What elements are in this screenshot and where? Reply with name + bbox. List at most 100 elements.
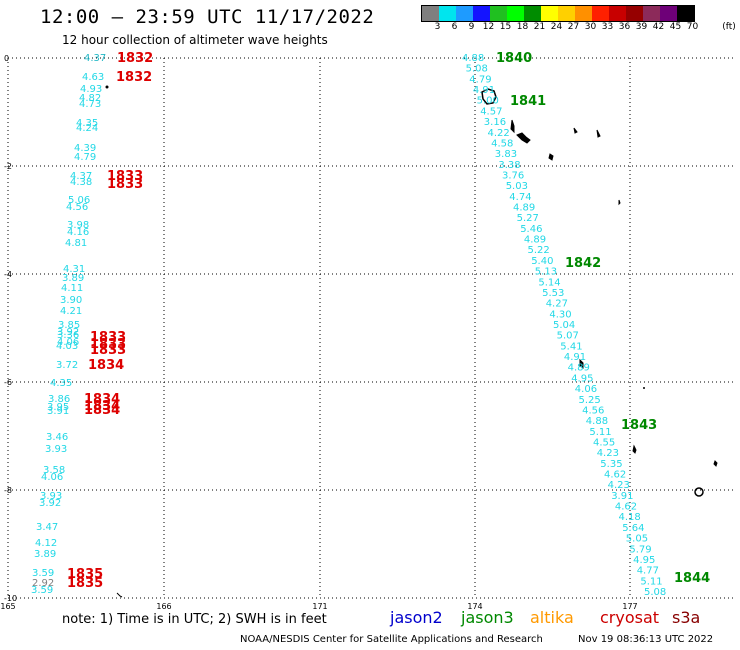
pass-time-label: 1841 <box>510 94 546 109</box>
color-swatch <box>592 6 609 21</box>
wave-height-value: 5.06 <box>68 195 90 206</box>
wave-height-value: 4.23 <box>608 480 630 491</box>
satellite-s3a: s3a <box>672 608 701 627</box>
satellite-jason3: jason3 <box>461 608 514 627</box>
pass-time-label: 1833 <box>107 169 143 184</box>
wave-height-value: 4.55 <box>593 438 615 449</box>
satellite-cryosat: cryosat <box>600 608 660 627</box>
wave-height-value: 4.56 <box>582 405 604 416</box>
y-tick-label: -4 <box>4 270 12 279</box>
y-tick-label: -2 <box>4 162 12 171</box>
pass-time-label: 1834 <box>88 358 124 373</box>
wave-height-value: 4.11 <box>61 283 83 294</box>
page-title: 12:00 – 23:59 UTC 11/17/2022 <box>40 6 375 28</box>
track-west: 4.374.634.934.824.734.354.244.394.794.37… <box>31 51 153 596</box>
page-subtitle: 12 hour collection of altimeter wave hei… <box>62 33 328 47</box>
generated-time: Nov 19 08:36:13 UTC 2022 <box>578 634 714 645</box>
island-shape <box>713 460 718 467</box>
y-tick-label: 0 <box>4 54 9 63</box>
wave-height-value: 3.59 <box>32 568 54 579</box>
wave-height-value: 3.72 <box>56 360 78 371</box>
wave-height-value: 3.58 <box>43 465 65 476</box>
wave-height-value: 4.95 <box>571 373 593 384</box>
wave-height-value: 4.24 <box>76 123 98 134</box>
island-shape <box>579 358 584 369</box>
wave-height-value: 4.21 <box>60 306 82 317</box>
island-shape <box>105 85 109 89</box>
color-scale-label: 21 <box>533 22 546 32</box>
wave-height-value: 5.13 <box>535 267 557 278</box>
wave-height-value: 4.06 <box>41 472 63 483</box>
island-shape <box>694 487 704 497</box>
axis-labels: 165 166 171 174 177 0 -2 -4 -6 -8 -10 <box>0 54 637 611</box>
satellite-jason2: jason2 <box>390 608 443 627</box>
wave-height-value: 4.23 <box>597 448 619 459</box>
wave-height-value: 4.74 <box>509 192 531 203</box>
pass-time-label: 1840 <box>496 51 532 66</box>
wave-height-value: 3.89 <box>62 273 84 284</box>
wave-height-value: 3.47 <box>36 522 58 533</box>
wave-height-value: 5.08 <box>644 587 666 598</box>
color-scale-label: 70 <box>686 22 699 32</box>
island-shape <box>510 119 515 134</box>
wave-height-value: 4.22 <box>488 128 510 139</box>
wave-height-value: 5.27 <box>517 213 539 224</box>
pass-time-label: 1843 <box>621 418 657 433</box>
wave-height-value: 4.77 <box>637 566 659 577</box>
wave-height-value: 4.95 <box>633 555 655 566</box>
wave-height-value: 4.79 <box>74 152 96 163</box>
wave-height-value: 3.59 <box>31 585 53 596</box>
pass-time-label: 1834 <box>84 392 120 407</box>
color-scale-label: 12 <box>482 22 495 32</box>
pass-time-label: 1833 <box>90 337 126 352</box>
island-shape <box>573 127 578 134</box>
y-tick-label: -6 <box>4 378 12 387</box>
y-tick-label: -8 <box>4 486 12 495</box>
wave-height-value: 3.92 <box>57 327 79 338</box>
wave-height-value: 4.03 <box>56 341 78 352</box>
island-shape <box>618 199 621 206</box>
footer-note: note: 1) Time is in UTC; 2) SWH is in fe… <box>62 612 327 627</box>
wave-height-value: 3.93 <box>45 444 67 455</box>
wave-height-value: 5.41 <box>560 341 582 352</box>
wave-height-value: 5.64 <box>622 523 644 534</box>
color-scale-unit: (ft) <box>722 22 736 32</box>
color-scale-label: 3 <box>434 22 441 32</box>
pass-time-label: 1844 <box>674 571 710 586</box>
color-swatch <box>439 6 456 21</box>
wave-height-value: 4.82 <box>79 93 101 104</box>
wave-height-value: 3.95 <box>47 402 69 413</box>
wave-height-value: 3.76 <box>502 171 524 182</box>
wave-height-value: 4.73 <box>79 99 101 110</box>
color-scale-label: 42 <box>652 22 665 32</box>
wave-height-value: 3.91 <box>611 491 633 502</box>
pass-time-label: 1833 <box>90 343 126 358</box>
wave-height-value: 4.12 <box>35 538 57 549</box>
color-swatch <box>541 6 558 21</box>
wave-height-value: 4.89 <box>568 363 590 374</box>
wave-height-value: 2.92 <box>32 578 54 589</box>
wave-height-value: 3.89 <box>34 549 56 560</box>
wave-height-value: 4.27 <box>546 299 568 310</box>
wave-height-value: 3.98 <box>67 220 89 231</box>
credit-text: NOAA/NESDIS Center for Satellite Applica… <box>240 634 543 645</box>
wave-height-value: 5.14 <box>538 277 560 288</box>
color-swatch <box>575 6 592 21</box>
island-shape <box>596 129 601 138</box>
color-swatch <box>490 6 507 21</box>
color-scale-label: 6 <box>451 22 458 32</box>
wave-height-value: 5.40 <box>531 256 553 267</box>
wave-height-value: 4.93 <box>80 84 102 95</box>
pass-time-label: 1833 <box>90 330 126 345</box>
wave-height-value: 4.79 <box>469 74 491 85</box>
color-scale-label: 30 <box>584 22 597 32</box>
color-swatch <box>677 6 694 21</box>
island-shape <box>516 132 531 144</box>
pass-time-label: 1832 <box>116 70 152 85</box>
wave-height-value: 4.91 <box>564 352 586 363</box>
pass-time-label: 1835 <box>67 576 103 591</box>
wave-height-value: 4.81 <box>65 238 87 249</box>
island-outlines <box>105 85 718 598</box>
wave-height-value: 4.35 <box>50 378 72 389</box>
